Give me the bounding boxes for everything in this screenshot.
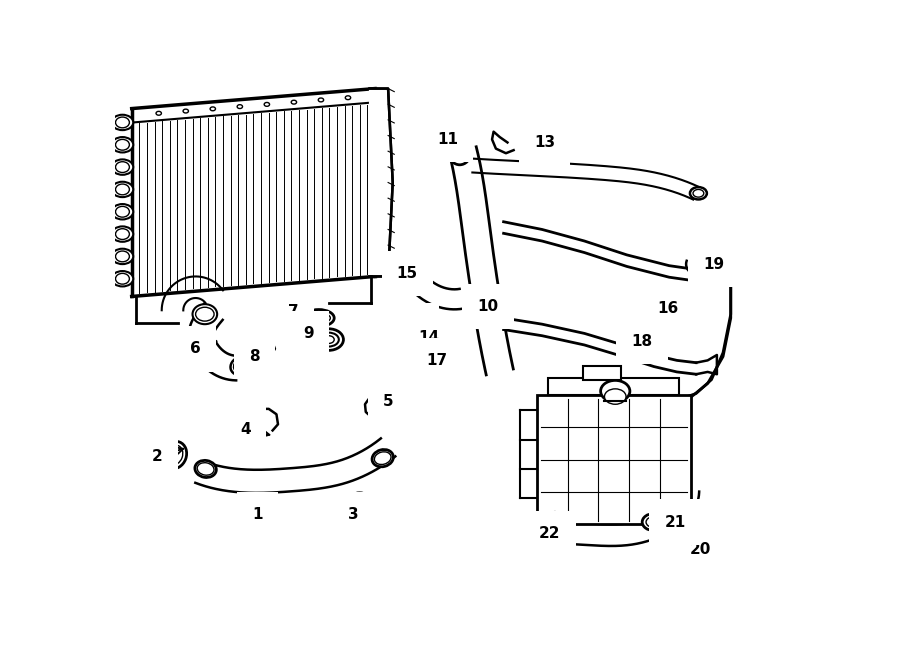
- Ellipse shape: [409, 274, 426, 290]
- Text: 1: 1: [252, 507, 263, 522]
- Text: 14: 14: [418, 330, 439, 345]
- Text: 3: 3: [348, 507, 359, 522]
- Text: 22: 22: [539, 526, 561, 541]
- Ellipse shape: [115, 206, 130, 217]
- Ellipse shape: [112, 204, 133, 219]
- Ellipse shape: [115, 117, 130, 128]
- Polygon shape: [162, 276, 223, 311]
- Ellipse shape: [112, 182, 133, 197]
- Ellipse shape: [600, 380, 630, 402]
- FancyBboxPatch shape: [548, 378, 680, 395]
- Text: 17: 17: [426, 353, 447, 368]
- Polygon shape: [195, 438, 395, 493]
- Ellipse shape: [112, 159, 133, 175]
- Text: 19: 19: [703, 256, 724, 272]
- Polygon shape: [472, 159, 699, 200]
- Ellipse shape: [115, 162, 130, 173]
- Ellipse shape: [323, 336, 334, 344]
- Circle shape: [440, 350, 452, 363]
- Ellipse shape: [412, 315, 426, 329]
- FancyBboxPatch shape: [536, 395, 690, 524]
- Ellipse shape: [449, 141, 471, 165]
- Ellipse shape: [115, 274, 130, 284]
- Ellipse shape: [163, 442, 186, 469]
- Ellipse shape: [193, 304, 217, 324]
- Text: 6: 6: [190, 341, 201, 356]
- Text: 10: 10: [478, 299, 499, 314]
- Ellipse shape: [197, 463, 214, 475]
- Ellipse shape: [307, 313, 330, 323]
- Ellipse shape: [230, 356, 253, 375]
- Circle shape: [443, 354, 449, 360]
- Polygon shape: [406, 271, 463, 309]
- Ellipse shape: [112, 271, 133, 286]
- Ellipse shape: [646, 517, 662, 527]
- Ellipse shape: [605, 389, 626, 405]
- Text: 21: 21: [665, 514, 686, 529]
- Ellipse shape: [112, 137, 133, 153]
- Polygon shape: [449, 147, 513, 375]
- Ellipse shape: [453, 145, 466, 161]
- Ellipse shape: [412, 277, 423, 286]
- Text: 4: 4: [240, 422, 251, 437]
- Ellipse shape: [115, 229, 130, 239]
- Ellipse shape: [372, 449, 393, 467]
- Polygon shape: [576, 491, 699, 546]
- Text: 8: 8: [249, 349, 260, 364]
- Ellipse shape: [693, 190, 704, 197]
- Text: 18: 18: [632, 334, 652, 348]
- Text: 20: 20: [689, 541, 711, 557]
- Text: 12: 12: [403, 318, 424, 333]
- Text: 15: 15: [397, 266, 418, 281]
- Ellipse shape: [112, 115, 133, 130]
- Ellipse shape: [233, 359, 250, 373]
- Ellipse shape: [314, 329, 344, 350]
- Text: 16: 16: [657, 301, 679, 316]
- Text: 11: 11: [436, 132, 458, 147]
- Ellipse shape: [414, 317, 424, 327]
- Ellipse shape: [349, 493, 371, 510]
- Ellipse shape: [352, 496, 367, 507]
- Text: 5: 5: [382, 394, 393, 408]
- Polygon shape: [370, 89, 392, 276]
- Text: 13: 13: [534, 135, 555, 150]
- Text: 9: 9: [303, 326, 314, 341]
- Ellipse shape: [690, 187, 707, 200]
- FancyBboxPatch shape: [583, 366, 621, 379]
- Ellipse shape: [195, 461, 216, 477]
- Polygon shape: [189, 304, 237, 380]
- Ellipse shape: [374, 452, 391, 465]
- Ellipse shape: [195, 307, 214, 321]
- Ellipse shape: [112, 249, 133, 264]
- Ellipse shape: [115, 251, 130, 262]
- Text: 7: 7: [288, 304, 299, 319]
- Ellipse shape: [643, 514, 665, 531]
- Text: 2: 2: [152, 449, 163, 464]
- Ellipse shape: [319, 332, 338, 346]
- Ellipse shape: [166, 446, 183, 465]
- Ellipse shape: [115, 184, 130, 195]
- Ellipse shape: [115, 139, 130, 150]
- Ellipse shape: [303, 309, 334, 327]
- Ellipse shape: [112, 226, 133, 242]
